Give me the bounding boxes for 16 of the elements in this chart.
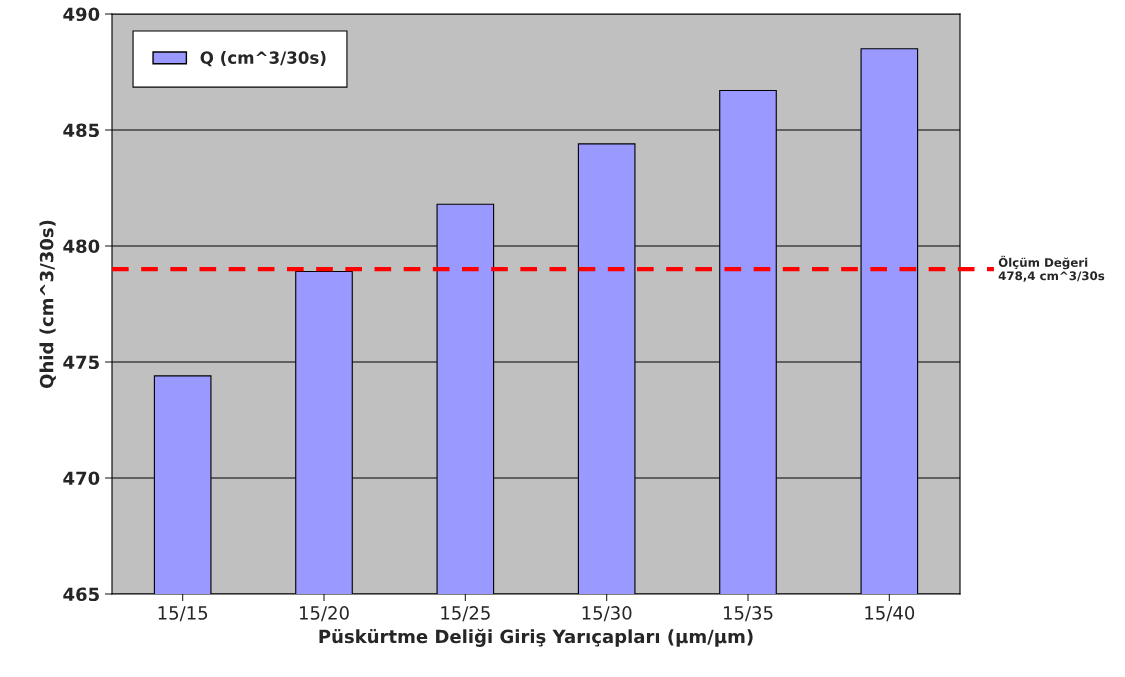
- x-tick-label: 15/25: [441, 606, 490, 622]
- x-axis-title: Püskürtme Deliği Giriş Yarıçapları (µm/µm): [319, 628, 753, 647]
- x-tick-label: 15/35: [723, 606, 773, 622]
- y-tick-label: 475: [63, 355, 99, 370]
- legend-label: Q (cm^3/30s): [200, 51, 326, 67]
- x-tick-label: 15/40: [865, 606, 915, 622]
- y-axis-title: Qhid (cm^3/30s): [39, 220, 56, 388]
- y-tick-label: 490: [63, 7, 100, 22]
- x-tick-label: 15/20: [299, 606, 349, 622]
- y-tick-label: 480: [63, 239, 100, 254]
- x-tick-label: 15/15: [158, 606, 208, 622]
- y-tick-label: 465: [63, 587, 99, 602]
- y-tick-label: 485: [63, 123, 99, 138]
- ref-line-label: Ölçüm Değeri 478,4 cm^3/30s: [998, 255, 1105, 282]
- y-tick-label: 470: [63, 471, 100, 486]
- x-tick-label: 15/30: [582, 606, 632, 622]
